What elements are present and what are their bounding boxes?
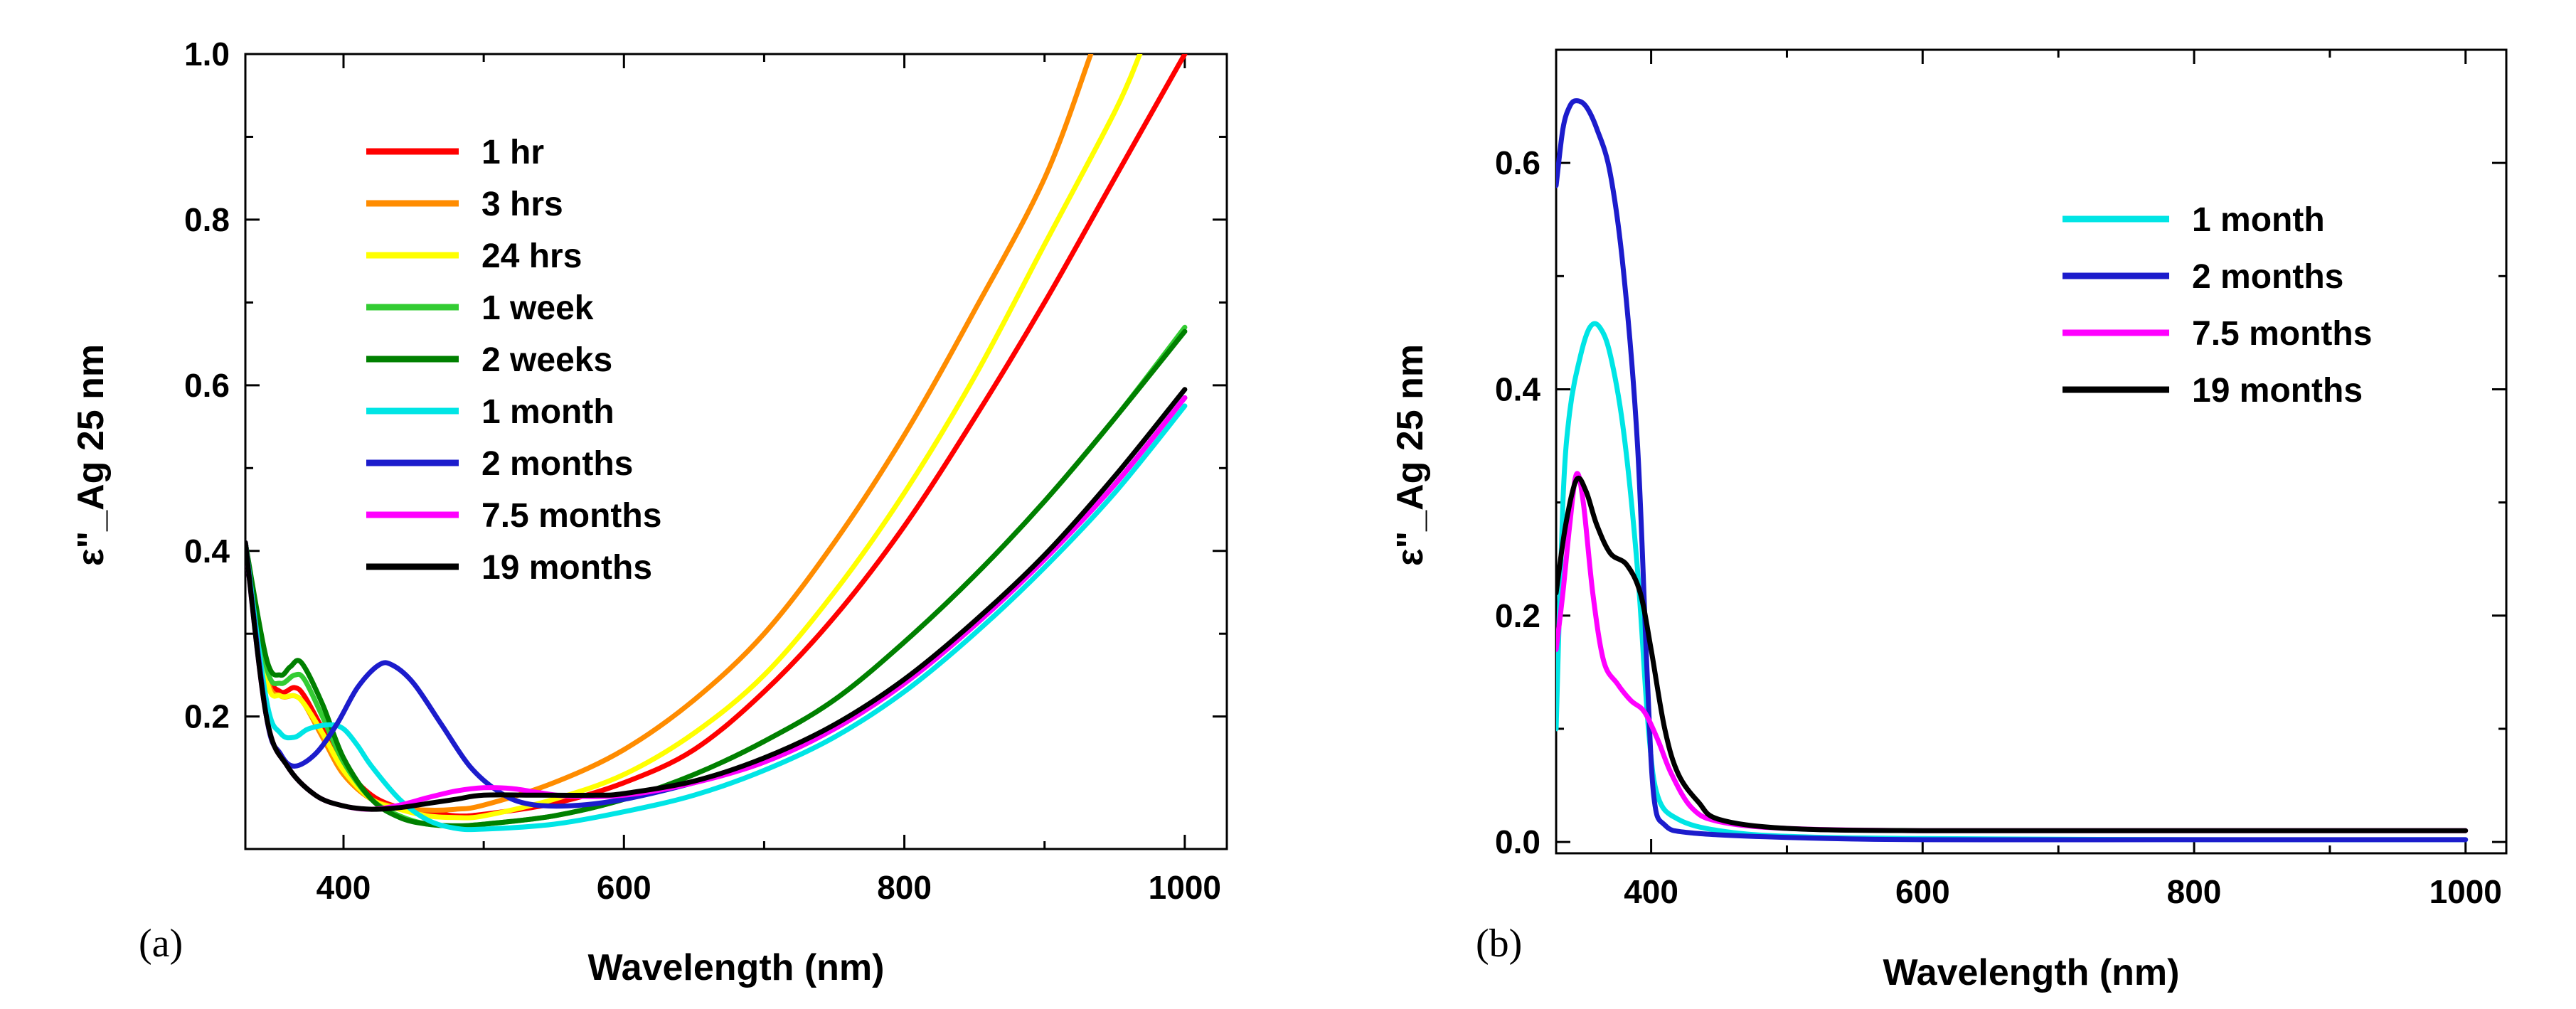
panel-a-label: (a)	[139, 922, 183, 966]
panel-a-legend-label-2-weeks: 2 weeks	[481, 341, 612, 379]
panel-b-y-tick-label: 0.6	[1495, 144, 1540, 181]
panel-a-legend-label-2-months: 2 months	[481, 445, 633, 483]
panel-a-series-2-weeks	[245, 329, 1188, 828]
panel-b-legend: 1 month 2 months 7.5 months 19 months	[2063, 201, 2372, 410]
panel-a-y-tick-label: 1.0	[184, 36, 230, 73]
panel-a-legend-label-7-5-months: 7.5 months	[481, 497, 661, 535]
panel-a-x-axis-title: Wavelength (nm)	[588, 947, 885, 988]
panel-b-x-tick-label: 400	[1624, 873, 1678, 910]
panel-a-series-2-months	[245, 395, 1188, 809]
panel-b-series-19-months	[1556, 475, 2469, 833]
panel-a-y-tick-label: 0.8	[184, 201, 230, 238]
panel-a-plot-area	[244, 53, 1228, 850]
panel-a-series-1-month	[245, 403, 1188, 833]
panel-a-y-tick-label: 0.4	[184, 533, 230, 570]
panel-a-ticks: 400 600 800 1000 0.2 0.4 0.6 0.8 1.0	[184, 36, 1227, 906]
panel-b-x-tick-label: 600	[1895, 873, 1950, 910]
panel-a-series	[245, 54, 1188, 833]
panel-a-series-1-week	[245, 324, 1188, 828]
panel-a-legend-label-1-week: 1 week	[481, 289, 594, 327]
panel-a-legend-label-19-months: 19 months	[481, 549, 652, 587]
panel-b-y-tick-label: 0.2	[1495, 597, 1540, 634]
panel-b-y-axis-title: ε"_Ag 25 nm	[1390, 344, 1431, 566]
panel-b-x-axis-title: Wavelength (nm)	[1883, 952, 2180, 993]
panel-a-legend-label-3-hrs: 3 hrs	[481, 186, 563, 223]
panel-b-legend-label-2-months: 2 months	[2192, 258, 2343, 296]
panel-a-series-7-5-months	[245, 395, 1188, 812]
panel-b-y-tick-label: 0.4	[1495, 370, 1540, 407]
panel-a: 400 600 800 1000 0.2 0.4 0.6 0.8 1.0 1 hr 3 hrs 24…	[70, 36, 1228, 988]
panel-b-x-tick-label: 800	[2167, 873, 2222, 910]
panel-b-series-7-5-months	[1556, 471, 2469, 833]
panel-b-series	[1556, 98, 2469, 843]
panel-b-y-tick-label: 0.0	[1495, 823, 1540, 860]
panel-a-series-1-hr	[245, 54, 1188, 819]
panel-a-y-tick-label: 0.2	[184, 698, 230, 735]
panel-a-y-axis-title: ε"_Ag 25 nm	[70, 344, 112, 566]
panel-b-x-tick-label: 1000	[2429, 873, 2502, 910]
panel-b-legend-label-7-5-months: 7.5 months	[2192, 315, 2372, 353]
panel-a-legend: 1 hr 3 hrs 24 hrs 1 week 2 weeks 1 month 2 mon…	[366, 134, 661, 587]
panel-a-legend-label-1-month: 1 month	[481, 393, 614, 431]
panel-a-x-tick-label: 800	[877, 869, 932, 906]
panel-b-series-2-months	[1556, 98, 2469, 843]
panel-a-x-tick-label: 600	[597, 869, 651, 906]
panel-a-y-tick-label: 0.6	[184, 367, 230, 404]
panel-b-legend-label-1-month: 1 month	[2192, 201, 2325, 239]
panel-b: 400 600 800 1000 0.0 0.2 0.4 0.6 1 month 2 month…	[1390, 48, 2508, 993]
panel-a-x-tick-label: 400	[316, 869, 371, 906]
panel-b-ticks: 400 600 800 1000 0.0 0.2 0.4 0.6	[1495, 50, 2506, 910]
panel-a-legend-label-24-hrs: 24 hrs	[481, 237, 582, 275]
panel-b-legend-label-19-months: 19 months	[2192, 372, 2363, 410]
panel-b-plot-area	[1555, 48, 2508, 855]
panel-b-label: (b)	[1476, 922, 1522, 966]
panel-a-x-tick-label: 1000	[1149, 869, 1221, 906]
panel-a-series-19-months	[245, 387, 1188, 812]
panel-a-legend-label-1-hr: 1 hr	[481, 134, 544, 171]
